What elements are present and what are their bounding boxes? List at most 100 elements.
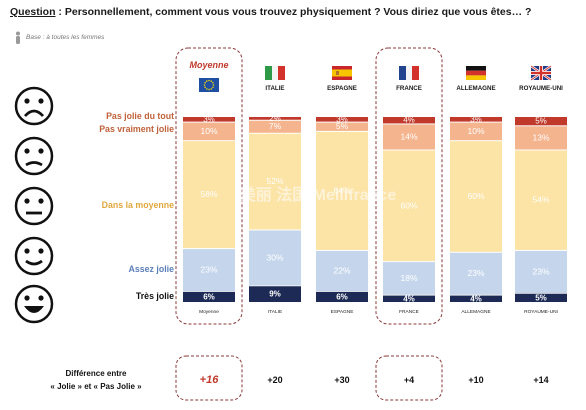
- segment-divider: [515, 125, 567, 127]
- segment-divider: [316, 121, 368, 123]
- data-label: 23%: [200, 264, 217, 274]
- bar-segment: [450, 294, 502, 302]
- bar-segment: [450, 121, 502, 141]
- bottom-category-label: ALLEMAGNE: [461, 309, 490, 315]
- neutral-face-icon: [14, 186, 54, 231]
- segment-divider: [249, 285, 301, 287]
- data-label: 4%: [403, 116, 415, 125]
- data-label: 7%: [269, 121, 282, 131]
- segment-divider: [316, 290, 368, 292]
- segment-divider: [515, 249, 567, 251]
- bottom-category-label: ITALIE: [268, 309, 282, 315]
- bar-segment: [316, 130, 368, 250]
- series-label: Assez jolie: [129, 264, 175, 274]
- data-label: 10%: [467, 126, 484, 136]
- highlight-box: [375, 47, 443, 325]
- data-label: 3%: [336, 115, 348, 124]
- bottom-category-label: Moyenne: [199, 309, 219, 315]
- data-label: 5%: [535, 293, 547, 302]
- segment-divider: [450, 140, 502, 142]
- bar-segment: [383, 294, 435, 302]
- difference-value: +10: [468, 375, 483, 385]
- data-label: 22%: [333, 265, 350, 275]
- difference-value: +30: [334, 375, 349, 385]
- watermark: 美丽 法国 Meilifrance: [240, 185, 397, 204]
- header-label: Moyenne: [189, 60, 228, 70]
- difference-value: +4: [404, 375, 414, 385]
- segment-divider: [515, 116, 567, 117]
- segment-divider: [515, 149, 567, 151]
- header-label: FRANCE: [396, 85, 422, 92]
- segment-divider: [450, 116, 502, 117]
- sad-face-icon: [14, 136, 54, 181]
- series-label: Pas vraiment jolie: [99, 124, 174, 134]
- question-text: : Personnellement, comment vous vous tro…: [55, 6, 532, 18]
- bar-segment: [515, 149, 567, 250]
- segment-divider: [249, 229, 301, 231]
- bar-segment: [316, 249, 368, 291]
- bar-segment: [183, 121, 235, 141]
- difference-highlight-box: [175, 355, 243, 401]
- france-flag-icon: [399, 66, 419, 80]
- data-label: 54%: [532, 195, 549, 205]
- bar-segment: [183, 290, 235, 302]
- bar-segment: [183, 140, 235, 249]
- header-label: ESPAGNE: [327, 85, 357, 92]
- segment-divider: [383, 123, 435, 125]
- segment-divider: [515, 292, 567, 294]
- difference-value: +14: [533, 375, 548, 385]
- segment-divider: [383, 261, 435, 263]
- data-label: 5%: [535, 117, 547, 126]
- segment-divider: [316, 130, 368, 132]
- data-label: 23%: [467, 268, 484, 278]
- data-label: 18%: [400, 273, 417, 283]
- segment-divider: [316, 249, 368, 251]
- segment-divider: [183, 248, 235, 250]
- data-label: 5%: [336, 121, 349, 131]
- header-label: ITALIE: [265, 85, 284, 92]
- difference-highlight-box: [375, 355, 443, 401]
- bar-segment: [249, 116, 301, 120]
- data-label: 60%: [467, 191, 484, 201]
- bar-segment: [316, 290, 368, 302]
- header-label: ROYAUME-UNI: [519, 85, 563, 92]
- segment-divider: [183, 290, 235, 292]
- bottom-category-label: ESPAGNE: [331, 309, 354, 315]
- uk-flag-icon: [530, 65, 552, 81]
- bar-segment: [383, 149, 435, 262]
- series-label: Dans la moyenne: [102, 200, 174, 210]
- bar-segment: [515, 249, 567, 293]
- data-label: 4%: [470, 294, 482, 303]
- bar-segment: [450, 251, 502, 295]
- bar-segment: [383, 123, 435, 150]
- data-label: 6%: [336, 292, 348, 301]
- segment-divider: [383, 294, 435, 296]
- data-label: 4%: [403, 294, 415, 303]
- data-label: 13%: [532, 132, 549, 142]
- bar-segment: [383, 261, 435, 295]
- bar-segment: [249, 119, 301, 133]
- segment-divider: [183, 140, 235, 142]
- data-label: 60%: [400, 200, 417, 210]
- bottom-category-label: FRANCE: [399, 309, 419, 315]
- data-label: 2%: [269, 114, 281, 123]
- data-label: 52%: [266, 176, 283, 186]
- segment-divider: [183, 121, 235, 123]
- italy-flag-icon: [265, 66, 285, 80]
- difference-value: +16: [200, 374, 220, 386]
- bar-segment: [383, 116, 435, 124]
- series-label: Très jolie: [136, 291, 174, 301]
- happy-face-icon: [14, 284, 54, 329]
- question-label: Question: [10, 6, 56, 18]
- data-label: 30%: [266, 252, 283, 262]
- data-label: 3%: [203, 115, 215, 124]
- bar-segment: [183, 116, 235, 122]
- segment-divider: [316, 116, 368, 117]
- segment-divider: [249, 119, 301, 121]
- bar-segment: [249, 285, 301, 302]
- difference-value: +20: [267, 375, 282, 385]
- spain-flag-icon: [332, 66, 352, 80]
- bar-segment: [515, 125, 567, 150]
- base-note: Base : à toutes les femmes: [26, 34, 105, 41]
